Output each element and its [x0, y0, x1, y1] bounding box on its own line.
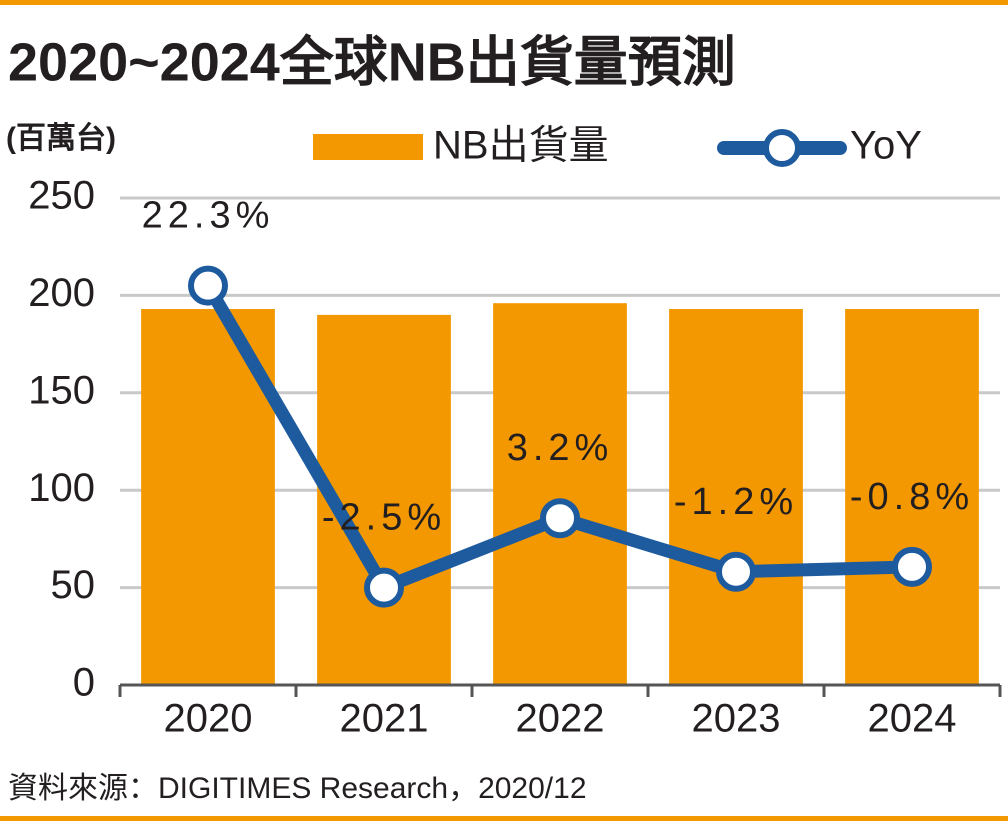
y-tick-label: 100 [28, 466, 95, 510]
y-tick-label: 150 [28, 368, 95, 412]
x-tick-label: 2020 [164, 697, 253, 741]
x-tick-label: 2023 [692, 697, 781, 741]
point [188, 265, 228, 306]
data-label: -1.2% [674, 481, 798, 523]
y-tick-label: 0 [73, 661, 95, 705]
x-tick-label: 2021 [340, 697, 429, 741]
bar [669, 309, 803, 685]
bottom-rule [0, 816, 1008, 821]
data-label: -0.8% [850, 476, 974, 518]
legend-swatch-marker [763, 129, 801, 167]
point [364, 567, 404, 608]
x-tick-label: 2022 [516, 697, 605, 741]
top-rule [0, 0, 1008, 5]
point [892, 546, 932, 587]
source: 資料來源：DIGITIMES Research，2020/12 [8, 772, 587, 805]
bars [141, 303, 979, 685]
data-label: 22.3% [142, 195, 275, 237]
point [716, 551, 756, 592]
bar [845, 309, 979, 685]
x-tick-label: 2024 [868, 697, 957, 741]
point [540, 498, 580, 539]
data-label: 3.2% [507, 427, 614, 469]
y-tick-label: 200 [28, 271, 95, 315]
legend-label: YoY [850, 124, 922, 168]
bar [493, 303, 627, 685]
y-tick-label: 50 [51, 563, 96, 607]
y-axis-label: (百萬台) [6, 121, 116, 155]
chart-title: 2020~2024全球NB出貨量預測 [8, 32, 736, 92]
y-tick-label: 250 [28, 174, 95, 218]
legend-label: NB出貨量 [433, 124, 609, 168]
data-label: -2.5% [322, 497, 446, 539]
legend-swatch-bar [313, 134, 423, 160]
